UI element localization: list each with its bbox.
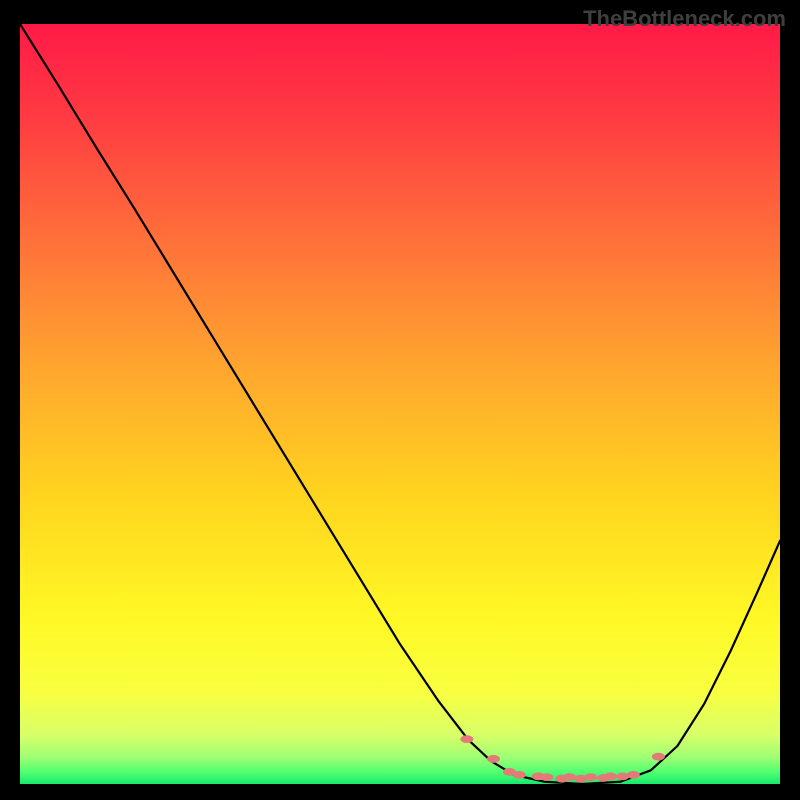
highlight-marker <box>563 773 576 781</box>
highlight-marker <box>604 773 617 781</box>
highlight-marker <box>513 771 526 779</box>
chart-background <box>20 24 780 784</box>
highlight-marker <box>627 771 640 779</box>
chart-svg <box>20 24 780 784</box>
highlight-marker <box>487 755 500 763</box>
highlight-marker <box>540 773 553 781</box>
highlight-marker <box>460 735 473 743</box>
watermark-text: TheBottleneck.com <box>583 6 786 32</box>
bottleneck-chart <box>20 24 780 784</box>
highlight-marker <box>652 753 665 761</box>
highlight-marker <box>584 773 597 781</box>
